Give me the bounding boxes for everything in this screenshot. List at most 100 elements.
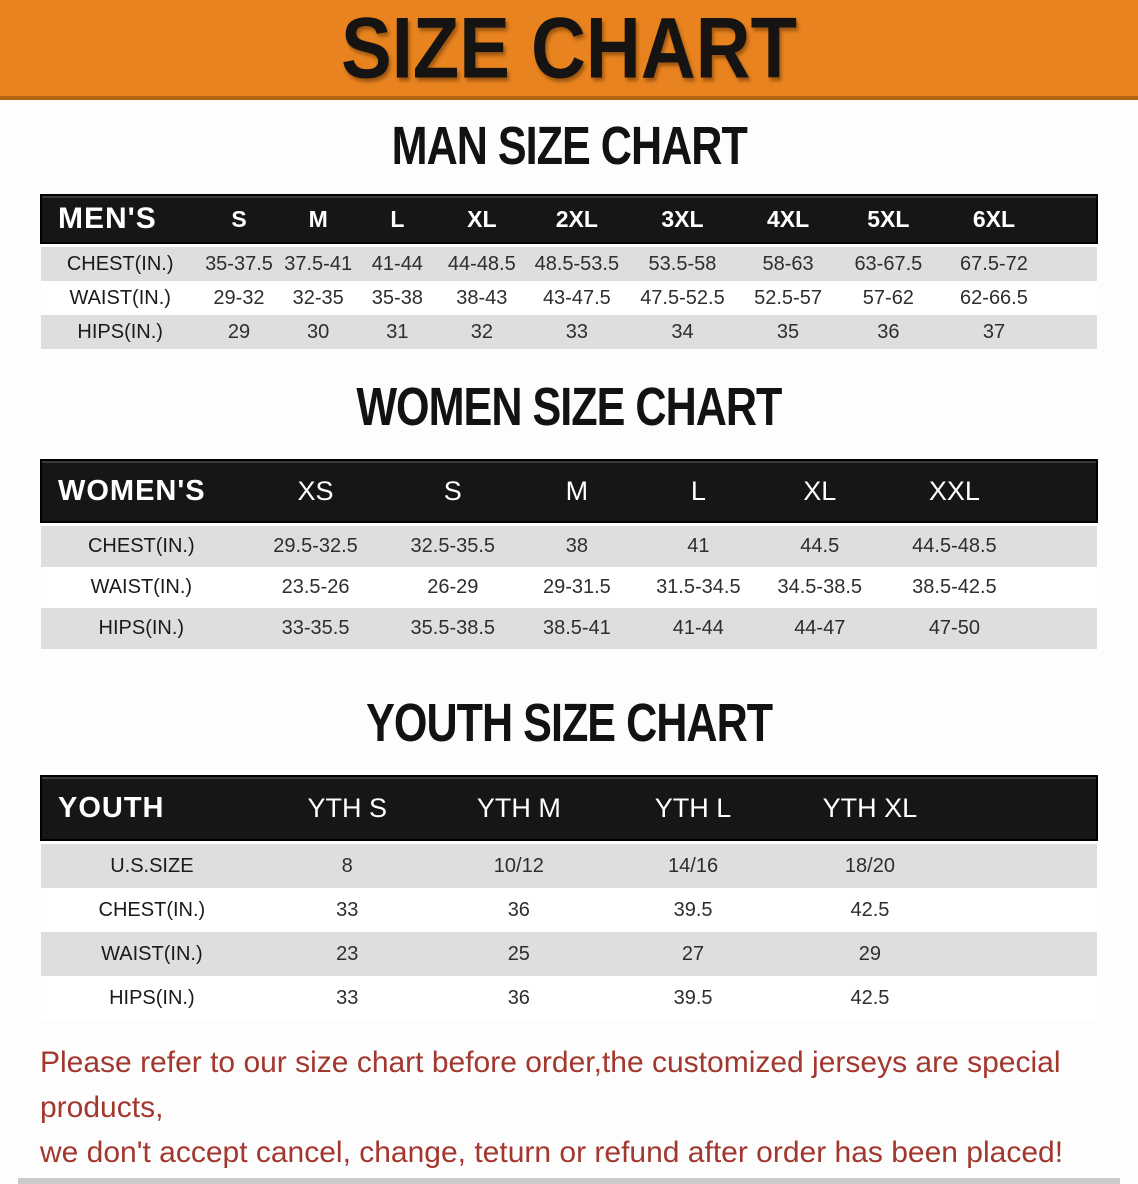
mens-size-header-l: L	[357, 194, 437, 244]
size-cell: 36	[431, 976, 606, 1020]
size-cell: 63-67.5	[838, 247, 939, 281]
table-gap-row	[41, 522, 1097, 526]
size-cell: 41-44	[357, 247, 437, 281]
size-cell: 31.5-34.5	[637, 567, 760, 608]
size-cell-spacer	[1028, 608, 1097, 649]
size-cell: 23	[262, 932, 432, 976]
mens-header-spacer	[1049, 194, 1098, 244]
size-cell-spacer	[1049, 247, 1097, 281]
size-cell: 35	[737, 315, 839, 349]
size-cell-spacer	[1028, 526, 1097, 567]
youth-table-title: YOUTH	[40, 775, 263, 841]
youth-size-header-l: YTH L	[605, 775, 781, 841]
size-cell: 67.5-72	[938, 247, 1050, 281]
size-cell: 30	[278, 315, 358, 349]
size-cell: 44.5-48.5	[880, 526, 1029, 567]
mens-size-header-4xl: 4XL	[737, 194, 839, 244]
mens-size-header-2xl: 2XL	[526, 194, 628, 244]
size-cell: 35-38	[357, 281, 437, 315]
size-cell: 41-44	[637, 608, 760, 649]
size-cell: 27	[605, 932, 781, 976]
size-cell: 44.5	[759, 526, 881, 567]
size-cell: 32	[436, 315, 527, 349]
man-section-heading-text: MAN SIZE CHART	[391, 116, 747, 177]
youth-header-spacer	[959, 775, 1099, 841]
size-cell: 29	[780, 932, 960, 976]
size-cell: 57-62	[838, 281, 939, 315]
womens-table-header-row: WOMEN'S XS S M L XL XXL	[40, 459, 1098, 523]
man-section-heading: MAN SIZE CHART	[0, 117, 1138, 177]
size-cell: 53.5-58	[627, 247, 738, 281]
mens-waist-row: WAIST(IN.) 29-32 32-35 35-38 38-43 43-47…	[41, 281, 1097, 315]
size-cell: 34.5-38.5	[759, 567, 881, 608]
mens-chest-label: CHEST(IN.)	[41, 247, 200, 281]
mens-chest-row: CHEST(IN.) 35-37.5 37.5-41 41-44 44-48.5…	[41, 247, 1097, 281]
size-cell: 62-66.5	[938, 281, 1050, 315]
youth-size-header-m: YTH M	[431, 775, 606, 841]
size-cell: 39.5	[605, 888, 781, 932]
banner-title: SIZE CHART	[341, 0, 797, 97]
disclaimer-text: Please refer to our size chart before or…	[40, 1040, 1118, 1175]
size-cell: 38-43	[436, 281, 527, 315]
size-cell: 29-31.5	[516, 567, 638, 608]
size-cell: 34	[627, 315, 738, 349]
mens-size-table: MEN'S S M L XL 2XL 3XL 4XL 5XL 6XL CHEST…	[39, 194, 1098, 349]
size-cell: 42.5	[780, 976, 960, 1020]
mens-waist-label: WAIST(IN.)	[41, 281, 200, 315]
size-cell: 35-37.5	[199, 247, 279, 281]
size-cell-spacer	[959, 932, 1097, 976]
size-cell: 32.5-35.5	[389, 526, 517, 567]
youth-chest-label: CHEST(IN.)	[41, 888, 263, 932]
size-cell: 37.5-41	[278, 247, 358, 281]
womens-waist-row: WAIST(IN.) 23.5-26 26-29 29-31.5 31.5-34…	[41, 567, 1097, 608]
size-cell: 33	[262, 888, 432, 932]
size-cell-spacer	[959, 976, 1097, 1020]
size-cell: 37	[938, 315, 1050, 349]
womens-hips-label: HIPS(IN.)	[41, 608, 242, 649]
youth-section-heading: YOUTH SIZE CHART	[0, 694, 1138, 754]
womens-chest-label: CHEST(IN.)	[41, 526, 242, 567]
size-cell: 44-48.5	[436, 247, 527, 281]
size-cell: 29-32	[199, 281, 279, 315]
youth-section-heading-text: YOUTH SIZE CHART	[366, 693, 773, 754]
womens-table-title: WOMEN'S	[40, 459, 242, 523]
size-cell: 8	[262, 844, 432, 888]
size-cell: 25	[431, 932, 606, 976]
size-cell: 23.5-26	[241, 567, 390, 608]
size-cell: 33	[526, 315, 628, 349]
size-cell: 33-35.5	[241, 608, 390, 649]
mens-table-header-row: MEN'S S M L XL 2XL 3XL 4XL 5XL 6XL	[39, 194, 1098, 244]
size-cell: 38.5-42.5	[880, 567, 1029, 608]
womens-size-table: WOMEN'S XS S M L XL XXL CHEST(IN.) 29.5-…	[40, 459, 1098, 649]
bottom-divider	[18, 1178, 1120, 1184]
size-cell: 26-29	[389, 567, 517, 608]
mens-size-header-m: M	[278, 194, 358, 244]
youth-size-header-s: YTH S	[262, 775, 432, 841]
youth-waist-row: WAIST(IN.) 23 25 27 29	[41, 932, 1097, 976]
mens-hips-row: HIPS(IN.) 29 30 31 32 33 34 35 36 37	[41, 315, 1097, 349]
womens-size-header-xxl: XXL	[880, 459, 1029, 523]
womens-size-header-l: L	[637, 459, 760, 523]
youth-hips-row: HIPS(IN.) 33 36 39.5 42.5	[41, 976, 1097, 1020]
youth-ussize-label: U.S.SIZE	[41, 844, 263, 888]
mens-table-title: MEN'S	[39, 194, 200, 244]
size-cell: 47-50	[880, 608, 1029, 649]
size-cell: 52.5-57	[737, 281, 839, 315]
youth-hips-label: HIPS(IN.)	[41, 976, 263, 1020]
disclaimer-line-2: we don't accept cancel, change, teturn o…	[40, 1136, 1064, 1169]
size-cell-spacer	[1049, 281, 1097, 315]
mens-size-header-s: S	[199, 194, 279, 244]
womens-waist-label: WAIST(IN.)	[41, 567, 242, 608]
size-cell: 44-47	[759, 608, 881, 649]
womens-size-header-s: S	[389, 459, 517, 523]
youth-size-header-xl: YTH XL	[780, 775, 960, 841]
youth-table-header-row: YOUTH YTH S YTH M YTH L YTH XL	[40, 775, 1099, 841]
size-cell: 38.5-41	[516, 608, 638, 649]
size-cell: 10/12	[431, 844, 606, 888]
size-cell: 14/16	[605, 844, 781, 888]
table-gap-row	[41, 243, 1097, 247]
womens-chest-row: CHEST(IN.) 29.5-32.5 32.5-35.5 38 41 44.…	[41, 526, 1097, 567]
womens-size-header-xl: XL	[759, 459, 881, 523]
size-cell: 47.5-52.5	[627, 281, 738, 315]
size-cell: 33	[262, 976, 432, 1020]
